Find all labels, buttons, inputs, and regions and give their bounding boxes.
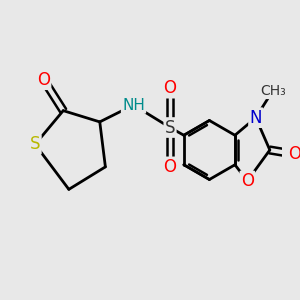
Text: CH₃: CH₃: [260, 84, 286, 98]
Text: O: O: [289, 145, 300, 163]
Text: S: S: [165, 118, 175, 136]
Text: O: O: [164, 79, 176, 97]
Text: O: O: [37, 71, 50, 89]
Text: S: S: [30, 135, 40, 153]
Text: N: N: [250, 109, 262, 127]
Text: O: O: [164, 158, 176, 176]
Text: O: O: [241, 172, 254, 190]
Text: NH: NH: [122, 98, 145, 112]
